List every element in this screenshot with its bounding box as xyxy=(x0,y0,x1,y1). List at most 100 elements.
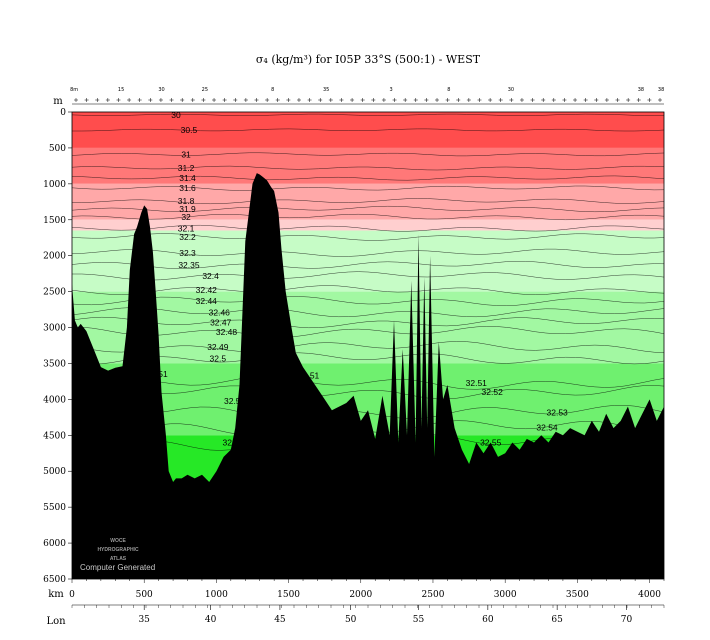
contour-label: 31.2 xyxy=(178,163,195,173)
contour-label: 32.51 xyxy=(466,378,488,388)
watermark-line-1: WOCE xyxy=(110,538,126,544)
lon-tick-label: 40 xyxy=(205,615,217,625)
y-tick-label: 1000 xyxy=(43,180,66,190)
contour-label: 32.5 xyxy=(223,437,240,447)
color-band xyxy=(72,219,664,231)
bathymetry-silhouette xyxy=(72,173,664,579)
x-tick-label: 2500 xyxy=(422,590,445,600)
station-label: 38 xyxy=(638,87,644,93)
station-label: 38 xyxy=(658,87,664,93)
color-band xyxy=(72,291,664,364)
lon-tick-label: 55 xyxy=(413,615,425,625)
contour-label: 32.47 xyxy=(210,318,232,328)
station-markers: 8m 15 30 25 8 35 3 8 30 38 38 xyxy=(70,87,664,102)
lon-tick-label: 65 xyxy=(551,615,563,625)
contour-label: 32.48 xyxy=(216,327,238,337)
x-axis-label: km xyxy=(48,589,64,600)
station-label: 30 xyxy=(508,87,514,93)
contour-line xyxy=(72,113,664,116)
contour-line xyxy=(72,224,664,232)
contour-label: 32.46 xyxy=(209,307,231,317)
contour-line xyxy=(72,307,664,318)
contour-label: 51 xyxy=(158,369,168,379)
contour-line xyxy=(72,175,664,181)
footer-note: Computer Generated xyxy=(80,563,155,572)
y-tick-label: 500 xyxy=(49,144,66,154)
station-label: 30 xyxy=(158,87,164,93)
contour-line xyxy=(72,233,664,241)
lon-tick-label: 70 xyxy=(621,615,633,625)
lon-tick-label: 35 xyxy=(138,615,150,625)
contour-label: 31.6 xyxy=(179,183,196,193)
watermark: WOCE HYDROGRAPHIC ATLAS xyxy=(97,538,139,562)
y-axis: 0 500 1000 1500 2000 2500 3000 3500 4000 4500 5000… xyxy=(43,108,72,585)
contour-line xyxy=(72,248,664,257)
station-label: 25 xyxy=(202,87,208,93)
plot-frame xyxy=(71,111,665,580)
lon-tick-label: 45 xyxy=(274,615,286,625)
contour-line xyxy=(72,271,664,281)
x-tick-label: 4000 xyxy=(638,590,661,600)
y-tick-label: 5000 xyxy=(43,467,66,477)
x-tick-label: 0 xyxy=(69,590,75,600)
lon-axis: 35 40 45 50 55 60 65 70 xyxy=(71,605,665,625)
color-band xyxy=(72,112,664,148)
lon-axis-label: Lon xyxy=(46,616,66,627)
x-tick-label: 3000 xyxy=(494,590,517,600)
contour-line xyxy=(72,205,664,213)
y-tick-label: 2000 xyxy=(43,252,66,262)
y-tick-label: 1500 xyxy=(43,216,66,226)
contour-label: 32.49 xyxy=(207,342,229,352)
y-tick-label: 3500 xyxy=(43,359,66,369)
x-axis: 0 500 1000 1500 2000 2500 3000 3500 4000 xyxy=(69,579,665,600)
contour-label: 31 xyxy=(181,149,191,159)
contour-line xyxy=(72,198,664,205)
contour-label: 32.2 xyxy=(179,232,196,242)
contour-line xyxy=(72,316,664,329)
station-label: 8 xyxy=(271,87,274,93)
contour-line xyxy=(72,213,664,221)
y-tick-label: 2500 xyxy=(43,288,66,298)
color-band xyxy=(72,230,664,292)
x-tick-label: 1500 xyxy=(277,590,300,600)
contour-line xyxy=(72,285,664,295)
contour-label: 32 xyxy=(181,212,191,222)
station-label: 35 xyxy=(323,87,329,93)
contour-line xyxy=(72,375,664,390)
lon-tick-label: 60 xyxy=(482,615,494,625)
contour-label: 32.44 xyxy=(196,296,218,306)
contour-line xyxy=(72,296,664,306)
x-tick-label: 1000 xyxy=(205,590,228,600)
contour-label: 32.4 xyxy=(202,271,219,281)
contour-line xyxy=(72,385,664,400)
contour-line xyxy=(72,341,664,354)
station-label: 15 xyxy=(118,87,124,93)
station-label: 3 xyxy=(390,87,393,93)
y-tick-label: 6500 xyxy=(43,575,66,585)
lon-tick-label: 50 xyxy=(345,615,357,625)
y-tick-label: 0 xyxy=(60,108,66,118)
contour-label: 32.53 xyxy=(547,407,569,417)
contour-label: 30.5 xyxy=(181,125,198,135)
chart-title: σ₄ (kg/m³) for I05P 33°S (500:1) - WEST xyxy=(256,53,481,66)
watermark-line-2: HYDROGRAPHIC xyxy=(97,547,139,553)
contour-line xyxy=(72,185,664,191)
y-axis-label: m xyxy=(53,96,63,107)
y-tick-label: 4500 xyxy=(43,431,66,441)
contour-label: 32.52 xyxy=(482,387,504,397)
watermark-line-3: ATLAS xyxy=(110,556,127,562)
contour-label: 32.54 xyxy=(536,422,558,432)
contour-label: 30 xyxy=(171,110,181,120)
x-tick-label: 2000 xyxy=(349,590,372,600)
contour-line xyxy=(72,326,664,338)
contour-label: 32.5 xyxy=(224,396,241,406)
y-tick-label: 6000 xyxy=(43,539,66,549)
contour-label: 32.55 xyxy=(480,437,502,447)
contour-line xyxy=(72,152,664,157)
y-tick-label: 3000 xyxy=(43,324,66,334)
contour-label: 31.8 xyxy=(178,196,195,206)
y-tick-label: 5500 xyxy=(43,503,66,513)
contour-line xyxy=(72,352,664,365)
